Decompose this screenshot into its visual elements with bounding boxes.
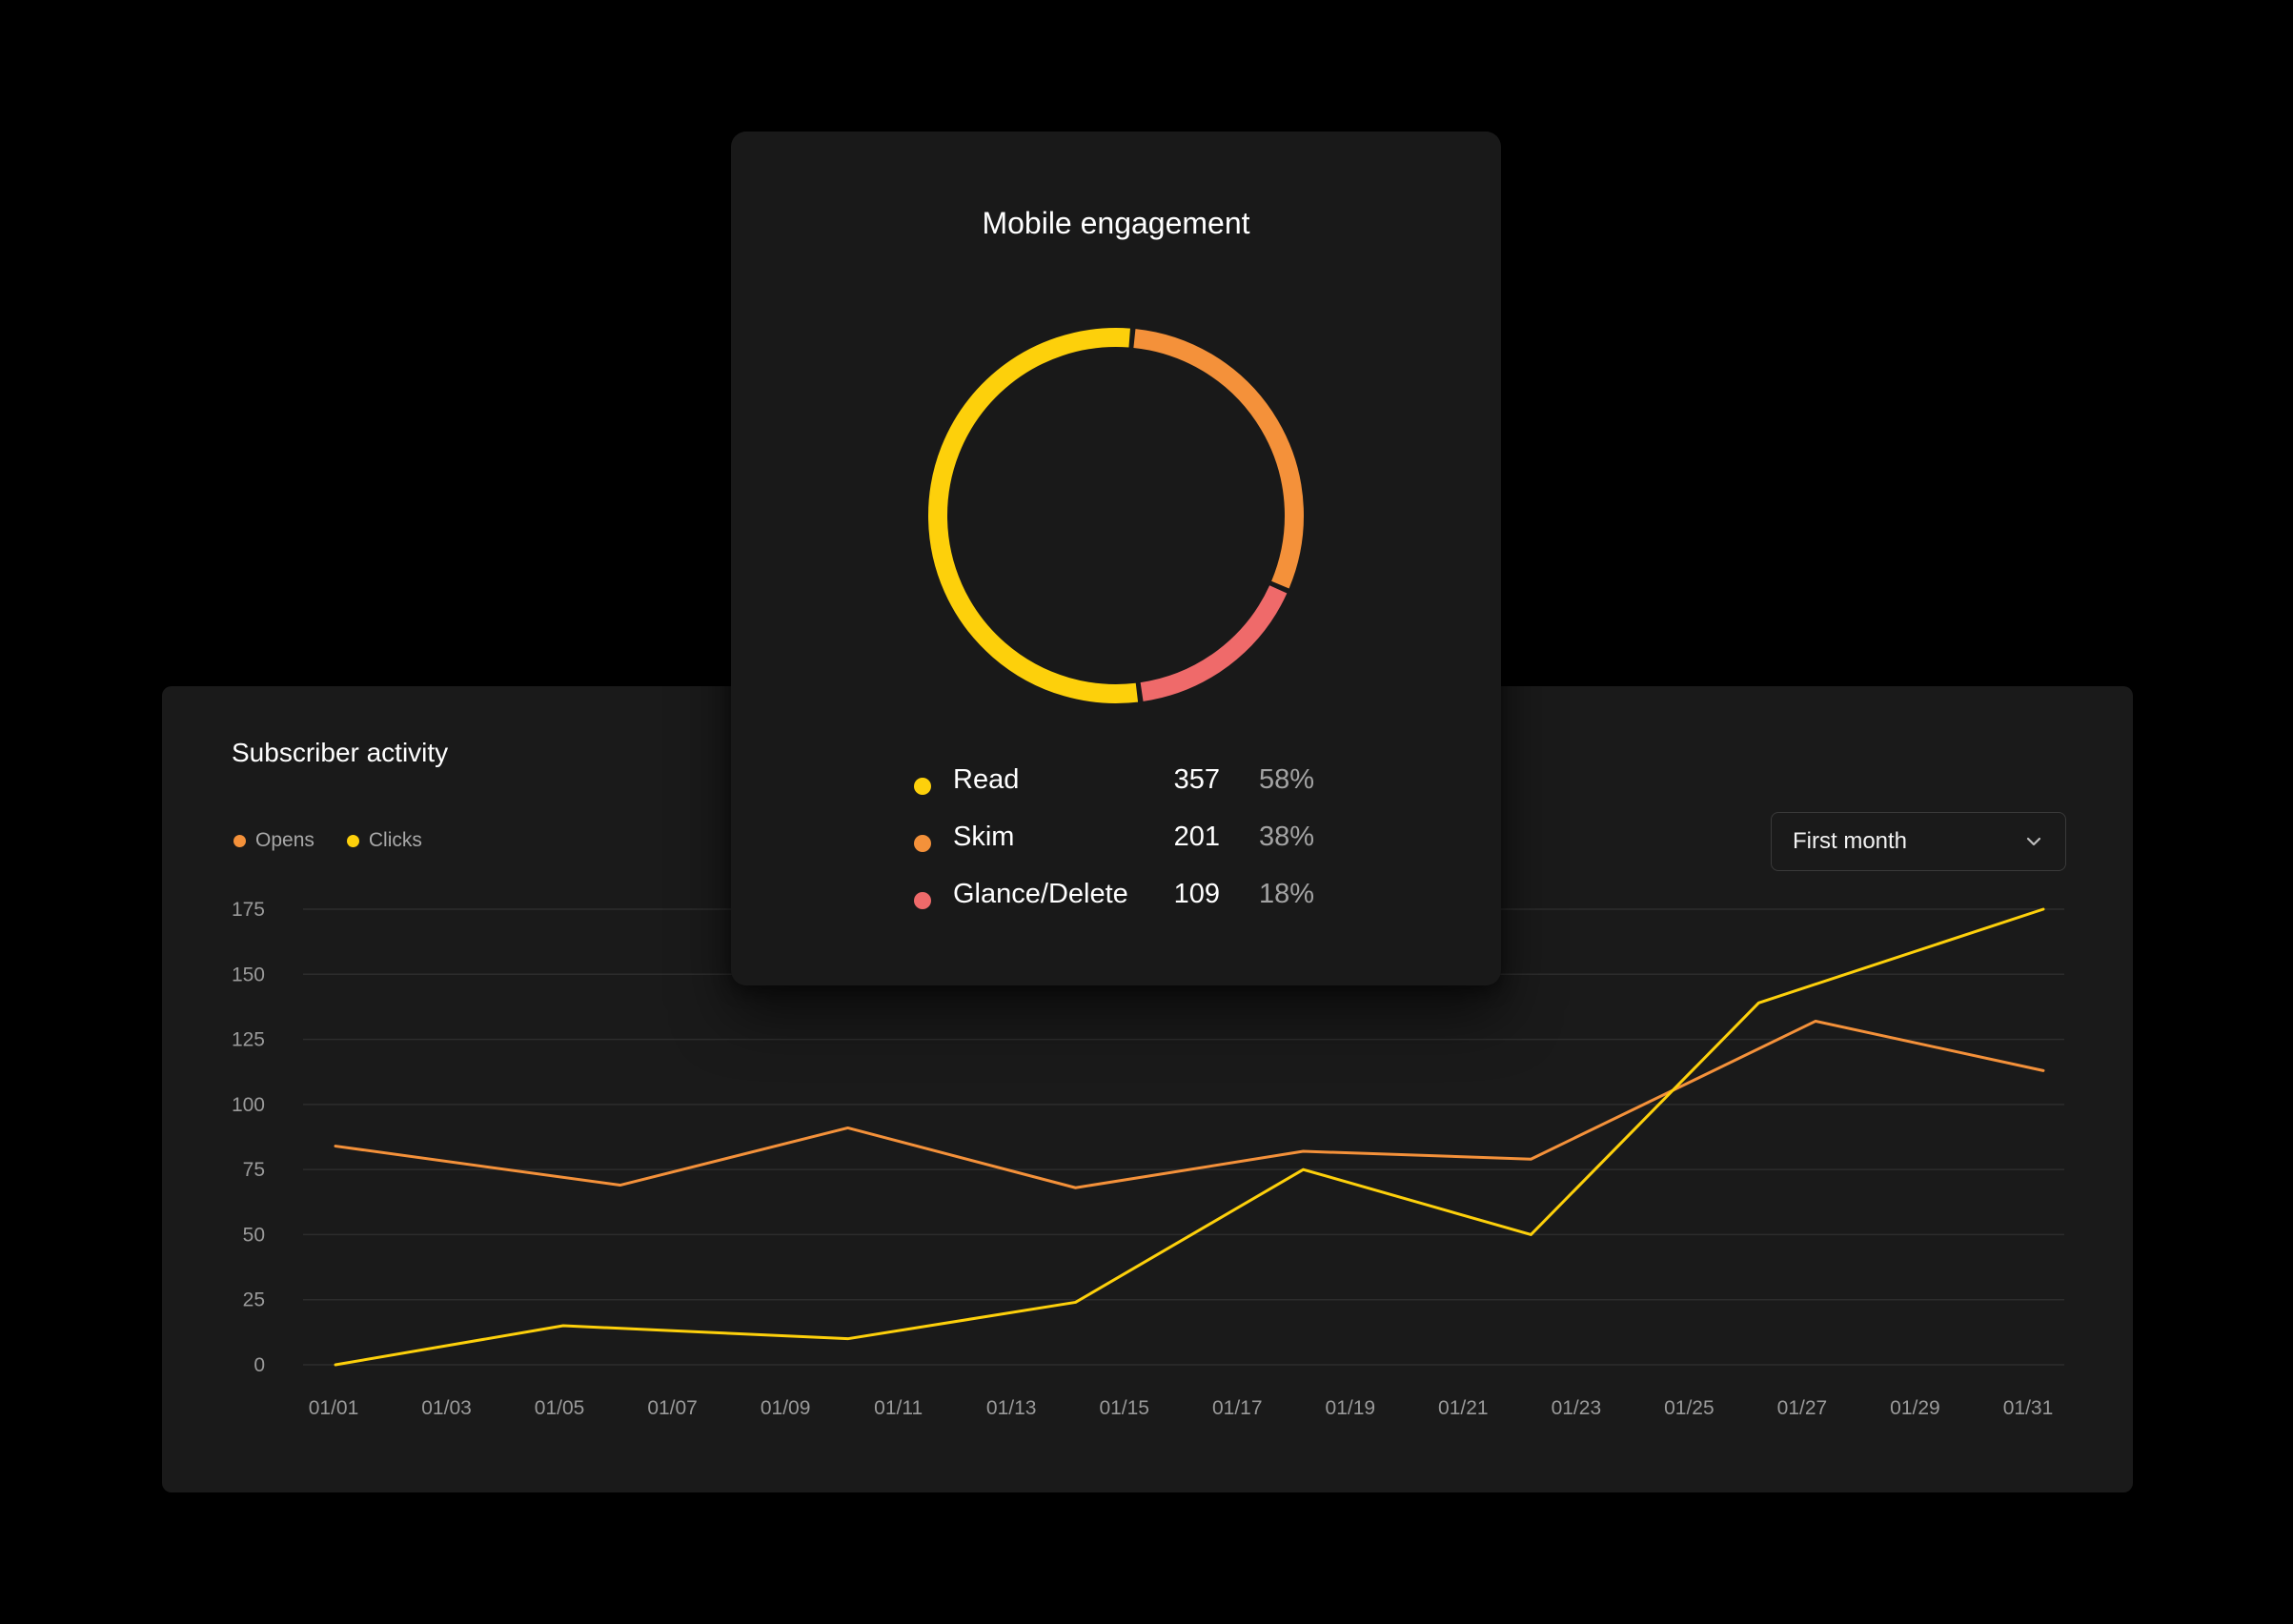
engagement-count: 201 xyxy=(1173,822,1220,852)
engagement-label: Read xyxy=(953,764,1020,795)
x-tick-label: 01/19 xyxy=(1326,1397,1376,1419)
engagement-legend: Read 357 58% Skim 201 38% Glance/Delete … xyxy=(914,764,1314,936)
x-tick-label: 01/15 xyxy=(1099,1397,1149,1419)
engagement-count: 109 xyxy=(1173,879,1220,909)
subscriber-activity-chart: 0 25 50 75 100 125 150 175 01/01 01/03 01/05 01/07… xyxy=(232,899,2064,1419)
engagement-percent: 18% xyxy=(1258,879,1314,909)
engagement-row-skim: Skim 201 38% xyxy=(914,822,1314,879)
legend-label-opens: Opens xyxy=(255,829,315,851)
x-tick-label: 01/09 xyxy=(761,1397,811,1419)
legend-label-clicks: Clicks xyxy=(368,829,422,851)
period-select[interactable]: First month xyxy=(1771,812,2066,871)
engagement-count: 357 xyxy=(1173,764,1220,795)
engagement-donut-chart xyxy=(928,328,1304,703)
mobile-engagement-card: Mobile engagement Read 357 58% Skim 201 … xyxy=(731,132,1501,985)
engagement-label: Glance/Delete xyxy=(953,879,1128,909)
x-tick-label: 01/13 xyxy=(986,1397,1037,1419)
x-tick-label: 01/17 xyxy=(1212,1397,1263,1419)
legend-item-opens: Opens xyxy=(233,829,315,852)
y-tick-label: 150 xyxy=(232,964,265,985)
chart-grid xyxy=(303,908,2064,1366)
donut-segment-glance-delete xyxy=(1140,585,1288,701)
legend-item-clicks: Clicks xyxy=(346,829,422,852)
activity-title: Subscriber activity xyxy=(232,738,449,767)
x-tick-label: 01/27 xyxy=(1777,1397,1828,1419)
y-tick-label: 75 xyxy=(243,1159,265,1181)
engagement-label: Skim xyxy=(953,822,1015,852)
series-line-clicks xyxy=(334,907,2045,1367)
x-tick-label: 01/31 xyxy=(2003,1397,2054,1419)
x-tick-label: 01/03 xyxy=(421,1397,472,1419)
x-tick-label: 01/07 xyxy=(647,1397,698,1419)
opens-legend-dot xyxy=(233,834,246,847)
x-tick-label: 01/29 xyxy=(1890,1397,1940,1419)
x-tick-label: 01/25 xyxy=(1664,1397,1715,1419)
x-tick-label: 01/21 xyxy=(1438,1397,1489,1419)
engagement-percent: 38% xyxy=(1258,822,1314,852)
engagement-row-glance-delete: Glance/Delete 109 18% xyxy=(914,879,1314,936)
donut-segments xyxy=(928,328,1304,703)
x-tick-label: 01/23 xyxy=(1552,1397,1602,1419)
y-tick-label: 50 xyxy=(243,1224,265,1246)
x-axis-ticks: 01/01 01/03 01/05 01/07 01/09 01/11 01/13 01/15… xyxy=(309,1397,2054,1419)
y-tick-label: 25 xyxy=(243,1289,265,1311)
period-select-value: First month xyxy=(1793,828,1908,854)
chart-series xyxy=(334,907,2045,1367)
clicks-legend-dot xyxy=(346,834,359,847)
activity-legend: Opens Clicks xyxy=(233,829,422,852)
engagement-title: Mobile engagement xyxy=(982,206,1250,240)
engagement-percent: 58% xyxy=(1258,764,1314,795)
chevron-down-icon xyxy=(2026,837,2041,846)
x-tick-label: 01/01 xyxy=(309,1397,359,1419)
y-tick-label: 0 xyxy=(254,1354,265,1376)
donut-segment-skim xyxy=(1133,329,1304,589)
read-legend-dot xyxy=(914,778,931,795)
x-tick-label: 01/05 xyxy=(535,1397,585,1419)
y-tick-label: 125 xyxy=(232,1029,265,1051)
series-line-opens xyxy=(334,1019,2045,1189)
x-tick-label: 01/11 xyxy=(874,1397,923,1419)
engagement-row-read: Read 357 58% xyxy=(914,764,1314,822)
donut-segment-read xyxy=(928,328,1139,703)
skim-legend-dot xyxy=(914,835,931,852)
y-tick-label: 175 xyxy=(232,899,265,921)
y-axis-ticks: 0 25 50 75 100 125 150 175 xyxy=(232,899,265,1376)
y-tick-label: 100 xyxy=(232,1094,265,1116)
glance-delete-legend-dot xyxy=(914,892,931,909)
